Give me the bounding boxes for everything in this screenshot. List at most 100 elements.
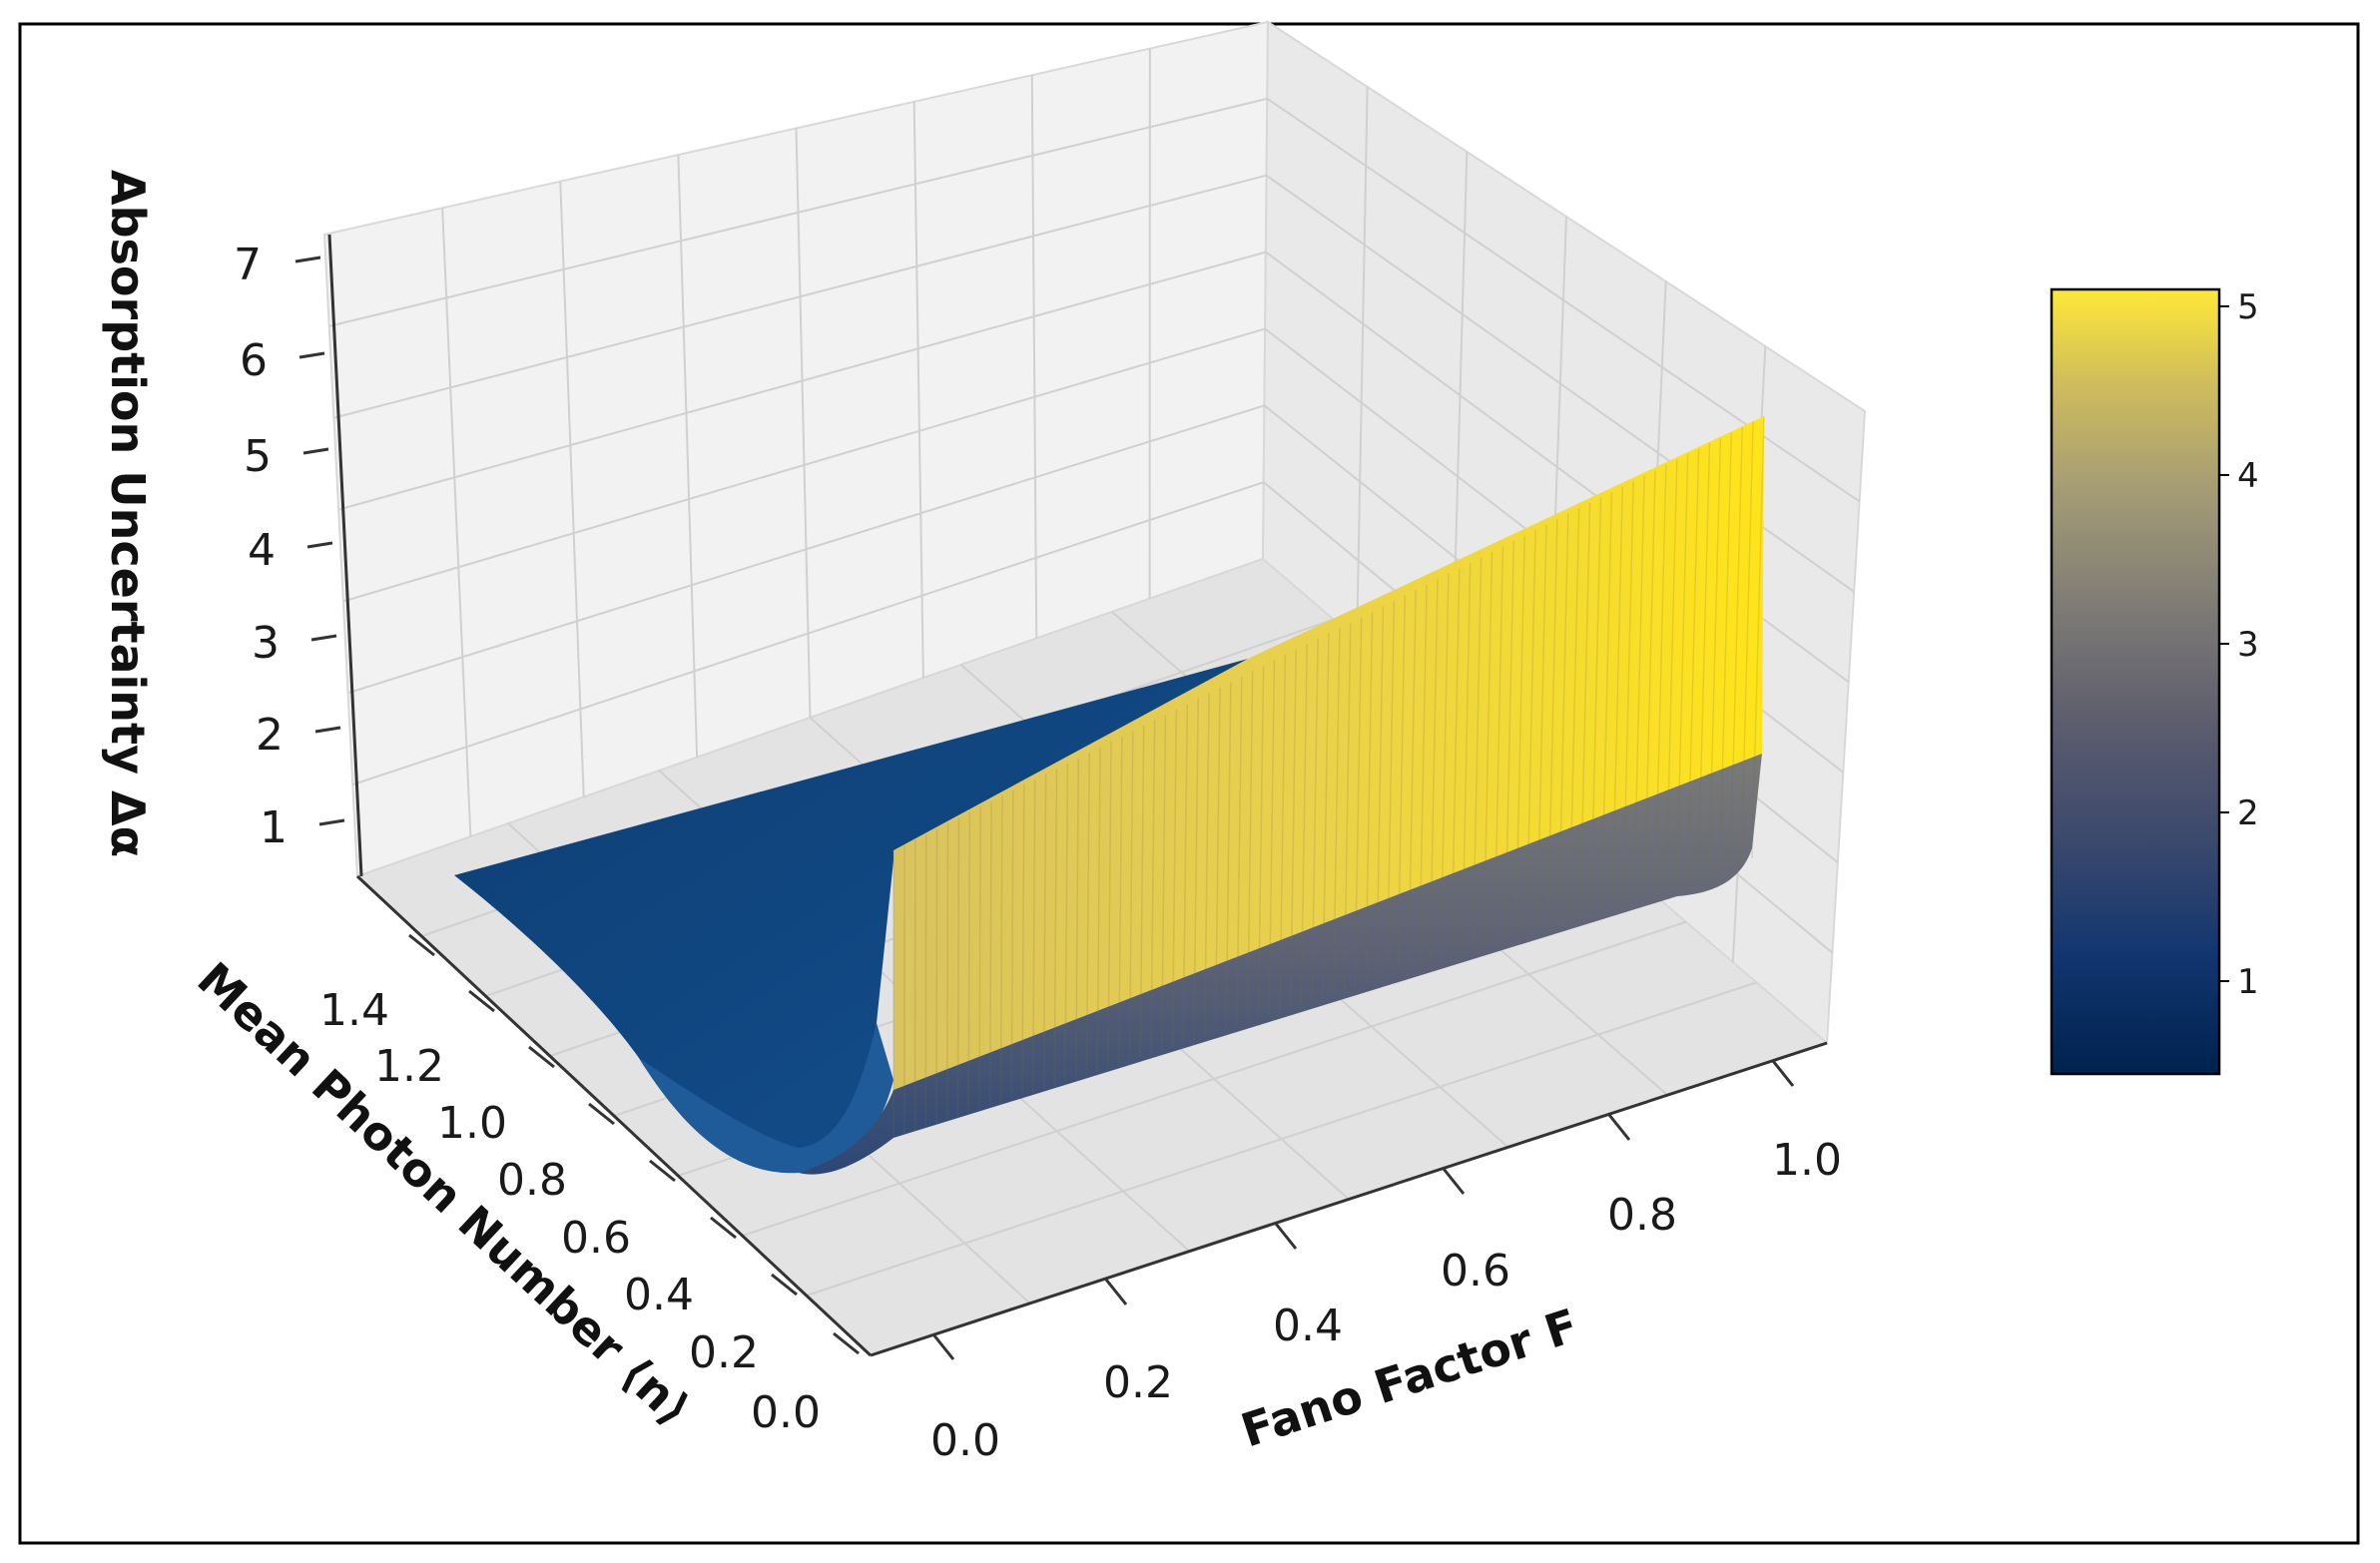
surface-plot	[454, 415, 1765, 1175]
surface-mesh-line	[1483, 551, 1493, 946]
surface-mesh-line	[1440, 573, 1450, 960]
colorbar-tick-label: 4	[2237, 456, 2259, 496]
surface-mesh-line	[1547, 519, 1558, 925]
colorbar-ticks: 1 2 3 4 5	[2219, 287, 2259, 1002]
surface-mesh-line	[1719, 432, 1733, 869]
surface-mesh-line	[956, 817, 960, 1118]
x-tick-0.2	[1104, 1279, 1128, 1305]
grid-line-y	[677, 155, 699, 758]
grid-line-y	[1030, 75, 1038, 639]
y-tick-0.4	[710, 1216, 737, 1240]
surface-mesh-line	[1128, 731, 1134, 1062]
surface-mesh-line	[1343, 622, 1352, 992]
surface-mesh-line	[1193, 698, 1199, 1041]
y-tick-label-0.8: 0.8	[497, 1155, 567, 1206]
y-tick-0.8	[588, 1102, 615, 1126]
surface-mesh-line	[1493, 546, 1504, 943]
surface-mesh-line	[935, 828, 938, 1125]
z-tick-3	[310, 634, 337, 642]
y-ticks: 0.0 0.2 0.4 0.6 0.8 1.0 1.2 1.4	[319, 933, 860, 1438]
z-axis-line	[327, 234, 363, 877]
surface-mesh-line	[1010, 790, 1014, 1100]
surface-mesh-line	[1032, 780, 1036, 1093]
grid-line-y	[441, 208, 472, 837]
surface-mesh-line	[1676, 454, 1689, 883]
surface-mesh-line	[1333, 628, 1341, 995]
surface-mesh-line	[1085, 753, 1090, 1076]
surface-mesh-line	[1322, 633, 1330, 999]
surface-mesh-line	[1225, 682, 1232, 1030]
surface-mesh-line	[1075, 758, 1080, 1079]
surface-mesh-line	[1268, 660, 1276, 1016]
surface-mesh-line	[1150, 720, 1156, 1055]
colorbar-tick-label: 1	[2237, 962, 2259, 1002]
surface-yellow-wall	[893, 416, 1764, 1090]
colorbar-tick-label: 5	[2237, 287, 2259, 327]
surface-mesh-line	[1729, 426, 1743, 866]
grid-line-z	[351, 481, 1265, 786]
surface-mesh-line	[999, 795, 1003, 1104]
y-axis-line	[355, 874, 873, 1357]
z-ticks: 1 2 3 4 5 6 7	[234, 240, 345, 853]
grid-line-z	[347, 404, 1265, 695]
surface-mesh-line	[1536, 524, 1547, 929]
surface-mesh-line	[946, 822, 949, 1121]
surface-mesh-line	[1257, 666, 1265, 1020]
z-tick-4	[306, 541, 333, 549]
colorbar-tick-label: 2	[2237, 793, 2259, 833]
surface-mesh-line	[1300, 644, 1308, 1006]
surface-mesh-line	[1290, 649, 1298, 1009]
x-tick-0.6	[1442, 1168, 1466, 1195]
y-tick-label-1.0: 1.0	[437, 1098, 507, 1149]
surface-mesh-line	[1107, 742, 1112, 1069]
x-axis-line	[870, 1041, 1828, 1357]
grid-line-y	[795, 128, 812, 719]
grid-line-z	[328, 97, 1268, 327]
y-tick-1.4	[408, 933, 435, 957]
surface-mesh-line	[1579, 502, 1591, 915]
surface-mesh-line	[1171, 709, 1178, 1048]
x-tick-1.0	[1771, 1060, 1795, 1087]
y-tick-0.0	[833, 1331, 860, 1355]
surface-blue-plane	[454, 659, 1248, 1174]
surface-mesh-line	[1525, 530, 1536, 932]
surface-mesh-line	[1021, 784, 1025, 1097]
y-tick-1.2	[468, 989, 495, 1013]
x-tick-0.8	[1607, 1114, 1631, 1141]
x-tick-0.4	[1274, 1223, 1298, 1250]
surface-mesh-line	[978, 806, 981, 1111]
surface-mesh-line	[1504, 541, 1515, 939]
y-tick-label-0.2: 0.2	[689, 1327, 759, 1378]
grid-line-y	[912, 101, 924, 679]
y-tick-0.2	[771, 1273, 798, 1297]
surface-mesh-line	[1042, 774, 1047, 1090]
surface-mesh-line	[1708, 437, 1722, 873]
grid-line-y	[559, 181, 585, 797]
surface-mesh-line	[1182, 704, 1189, 1044]
x-tick-label-0.2: 0.2	[1103, 1357, 1173, 1408]
grid-line-z	[337, 251, 1267, 511]
x-tick-label-0.4: 0.4	[1273, 1301, 1343, 1351]
z-axis-label: Absorption Uncertainty Δα	[101, 170, 155, 857]
surface-mesh-line	[1611, 486, 1624, 904]
colorbar: 1 2 3 4 5	[2050, 287, 2259, 1076]
surface-grey-trough	[799, 754, 1762, 1175]
surface-mesh-line	[1419, 584, 1428, 967]
z-tick-label-3: 3	[252, 618, 280, 669]
grid-line-x	[1356, 86, 1369, 640]
x-tick-0.0	[931, 1333, 955, 1360]
surface-mesh-line	[1247, 671, 1254, 1023]
surface-blue-valley	[639, 1023, 893, 1174]
surface-mesh-line	[1643, 470, 1656, 894]
colorbar-gradient	[2050, 287, 2221, 1076]
surface-mesh-line	[989, 801, 992, 1107]
surface-mesh-line	[1686, 448, 1700, 880]
surface-mesh-line	[1557, 513, 1569, 922]
surface-mesh-line	[1740, 421, 1754, 862]
x-tick-label-0.6: 0.6	[1441, 1246, 1510, 1297]
y-tick-label-1.2: 1.2	[374, 1041, 444, 1092]
surface-mesh-lines	[892, 415, 1765, 1138]
surface-mesh-line	[1751, 415, 1765, 859]
surface-mesh-line	[1451, 568, 1461, 957]
